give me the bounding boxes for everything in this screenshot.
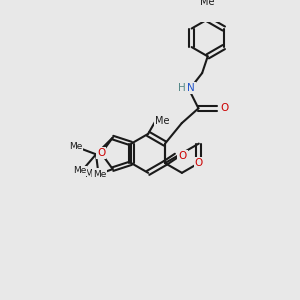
Text: Me: Me bbox=[85, 169, 100, 179]
Text: N: N bbox=[187, 83, 195, 93]
Text: Me: Me bbox=[200, 0, 215, 7]
Text: Me: Me bbox=[73, 167, 86, 176]
Text: Me: Me bbox=[69, 142, 82, 152]
Text: O: O bbox=[195, 158, 203, 168]
Text: H: H bbox=[178, 83, 186, 93]
Text: O: O bbox=[220, 103, 229, 113]
Text: Me: Me bbox=[93, 170, 106, 179]
Text: O: O bbox=[178, 151, 187, 161]
Text: Me: Me bbox=[155, 116, 169, 126]
Text: O: O bbox=[97, 148, 105, 158]
